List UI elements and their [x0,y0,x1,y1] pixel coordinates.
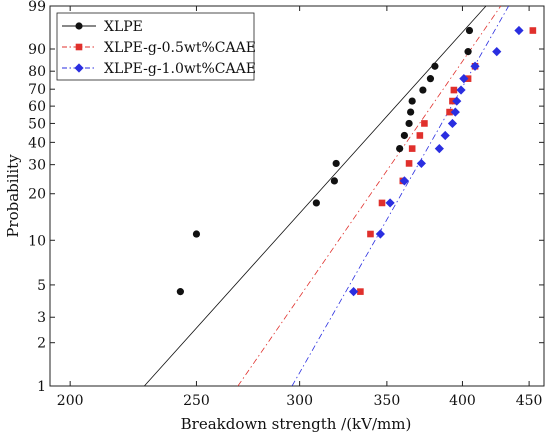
x-tick-label: 250 [183,393,210,409]
x-tick-label: 200 [57,393,84,409]
data-point [357,288,364,295]
data-point [416,132,424,139]
data-point [446,108,453,116]
legend-label: XLPE [104,19,143,35]
y-tick-label: 10 [28,233,46,249]
y-tick-label: 1 [37,379,46,395]
data-point [419,86,427,94]
data-point [440,130,450,141]
x-tick-label: 450 [516,393,543,409]
y-tick-label: 60 [28,99,46,115]
x-axis-label: Breakdown strength /(kV/mm) [181,415,412,433]
x-tick-label: 300 [286,393,313,409]
y-tick-label: 3 [37,310,46,326]
legend-label: XLPE-g-0.5wt%CAAE [104,40,256,56]
data-point [332,159,340,168]
data-point [399,176,409,186]
data-point [192,230,201,238]
data-point [529,27,537,34]
data-point [396,144,404,153]
fit-line [144,6,487,386]
legend: XLPE XLPE-g-0.5wt%CAAE XLPE-g-1.0wt%CAAE [56,12,256,81]
data-point [312,199,320,207]
fit-lines [144,6,509,386]
data-point [426,75,435,83]
data-point [514,25,524,36]
data-point [400,131,408,140]
x-tick-label: 350 [374,393,401,409]
data-point [405,160,413,167]
plot-frame [49,5,545,387]
legend-marker [74,63,84,73]
data-point [176,288,184,296]
data-point [367,230,374,238]
y-tick-label: 5 [37,278,46,294]
data-point [431,62,439,70]
data-point [407,108,415,116]
y-tick-label: 70 [28,82,46,98]
y-tick-label: 20 [28,187,46,203]
data-point [450,107,460,117]
data-point [330,177,338,185]
legend-marker [75,43,83,51]
y-tick-label: 99 [28,0,46,15]
y-tick-label: 2 [37,336,46,352]
y-tick-label: 40 [28,135,46,151]
data-point [456,85,466,95]
data-point [459,74,469,84]
y-tick-label: 90 [28,42,46,58]
data-point [416,158,426,169]
data-point [408,97,416,105]
y-tick-label: 80 [28,64,46,80]
data-point [385,198,395,208]
legend-marker [75,22,83,30]
data-point [405,119,413,128]
data-point [465,26,474,35]
fit-line [237,6,502,386]
fit-line [291,6,509,386]
legend-label: XLPE-g-1.0wt%CAAE [104,61,256,77]
y-tick-label: 50 [28,116,46,132]
data-point [348,287,359,297]
data-point [378,199,386,207]
data-point [464,48,472,56]
data-point [492,47,502,57]
data-point [447,118,458,129]
data-point [375,229,385,239]
data-point [434,143,444,154]
data-point [421,120,428,127]
y-axis-label: Probability [4,154,22,238]
data-points [176,25,537,297]
data-point [450,86,458,94]
data-point [452,96,462,106]
data-point [470,61,480,71]
y-tick-label: 30 [28,158,46,174]
data-point [408,145,416,152]
x-tick-label: 400 [449,393,476,409]
